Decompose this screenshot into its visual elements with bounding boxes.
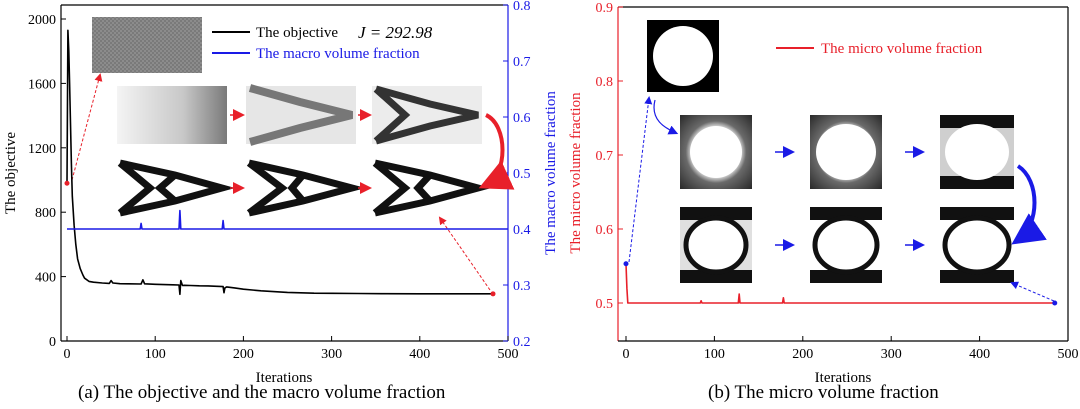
curved-arrow-icon bbox=[478, 113, 515, 190]
x-tick-label-a: 100 bbox=[145, 347, 166, 362]
inset-iter-3 bbox=[372, 85, 482, 145]
y-right-tick-label-a: 0.4 bbox=[513, 223, 531, 238]
legend-label-micro: The micro volume fraction bbox=[821, 41, 983, 57]
y-axis-label-b: The micro volume fraction bbox=[568, 92, 584, 254]
x-tick-label-b: 0 bbox=[623, 347, 630, 362]
leader-arrow-icon bbox=[653, 99, 679, 135]
y-right-tick-label-a: 0.6 bbox=[513, 111, 531, 126]
curved-arrow-icon bbox=[1011, 164, 1047, 245]
y-left-tick-label-a: 400 bbox=[35, 271, 56, 286]
y-left-tick-label-a: 1600 bbox=[28, 77, 56, 92]
leader-arrow-icon bbox=[71, 73, 103, 181]
legend-label-macro: The macro volume fraction bbox=[256, 46, 420, 62]
inset-micro-5 bbox=[810, 207, 882, 283]
leader-arrow-icon bbox=[1010, 281, 1055, 302]
microstructure-insets-b bbox=[628, 20, 1055, 302]
y-right-tick-label-a: 0.8 bbox=[513, 0, 531, 14]
inset-micro-3 bbox=[940, 115, 1014, 189]
y-left-tick-label-a: 0 bbox=[49, 335, 56, 350]
x-tick-label-a: 200 bbox=[233, 347, 254, 362]
y-left-tick-label-a: 2000 bbox=[28, 13, 56, 28]
x-tick-label-b: 500 bbox=[1058, 347, 1079, 362]
inset-micro-4 bbox=[680, 207, 752, 283]
inset-micro-1 bbox=[680, 115, 752, 189]
y-tick-label-b: 0.9 bbox=[596, 1, 614, 16]
legend-b: The micro volume fraction bbox=[776, 41, 983, 57]
inset-iter-1 bbox=[117, 86, 227, 144]
panel-a-chart: 0 100 200 300 400 500 0 400 800 1200 1600 2000 0.2… bbox=[3, 0, 559, 386]
x-axis-label-a: Iterations bbox=[256, 370, 313, 386]
inset-micro-2 bbox=[810, 115, 882, 189]
y-left-tick-label-a: 800 bbox=[35, 206, 56, 221]
y-right-tick-label-a: 0.7 bbox=[513, 55, 531, 70]
x-tick-label-b: 200 bbox=[792, 347, 813, 362]
objective-value-annotation: J = 292.98 bbox=[358, 23, 433, 42]
data-point-marker-a bbox=[490, 291, 496, 297]
x-tick-label-a: 500 bbox=[498, 347, 519, 362]
x-tick-label-b: 100 bbox=[704, 347, 725, 362]
x-tick-label-b: 300 bbox=[881, 347, 902, 362]
inset-iter-4 bbox=[117, 159, 236, 217]
data-point-marker-b bbox=[623, 261, 629, 267]
y-axis-label-right-a: The macro volume fraction bbox=[543, 91, 559, 255]
x-tick-label-b: 400 bbox=[969, 347, 990, 362]
y-tick-label-b: 0.5 bbox=[596, 297, 614, 312]
caption-b: (b) The micro volume fraction bbox=[708, 382, 939, 403]
x-tick-label-a: 400 bbox=[409, 347, 430, 362]
inset-micro-initial bbox=[647, 20, 719, 92]
legend-label-objective: The objective bbox=[256, 25, 338, 41]
caption-a: (a) The objective and the macro volume f… bbox=[78, 382, 446, 403]
y-right-tick-label-a: 0.3 bbox=[513, 279, 531, 294]
data-point-marker-a bbox=[64, 180, 70, 186]
panel-b-chart: 0 100 200 300 400 500 0.5 0.6 0.7 0.8 0.9 Iterati… bbox=[568, 1, 1079, 386]
inset-iter-5 bbox=[246, 159, 366, 217]
objective-series-line bbox=[66, 29, 493, 296]
macro-volume-series-line bbox=[67, 209, 508, 230]
y-left-tick-label-a: 1200 bbox=[28, 142, 56, 157]
y-right-tick-label-a: 0.5 bbox=[513, 167, 531, 182]
topology-insets-a bbox=[71, 17, 515, 291]
inset-initial-design bbox=[92, 17, 202, 73]
x-tick-label-a: 300 bbox=[321, 347, 342, 362]
inset-iter-2 bbox=[246, 84, 356, 146]
data-point-marker-b bbox=[1052, 300, 1058, 306]
x-axis-label-b: Iterations bbox=[815, 370, 872, 386]
y-axis-label-left-a: The objective bbox=[3, 132, 19, 214]
inset-micro-final bbox=[940, 207, 1014, 283]
x-tick-label-a: 0 bbox=[64, 347, 71, 362]
inset-final-design bbox=[372, 159, 492, 217]
y-right-tick-label-a: 0.2 bbox=[513, 335, 531, 350]
micro-volume-series-line bbox=[625, 263, 1055, 304]
y-tick-label-b: 0.6 bbox=[596, 223, 614, 238]
y-tick-label-b: 0.8 bbox=[596, 75, 614, 90]
y-tick-label-b: 0.7 bbox=[596, 149, 614, 164]
leader-arrow-icon bbox=[628, 96, 653, 263]
legend-a: The objective J = 292.98 The macro volum… bbox=[212, 23, 433, 62]
